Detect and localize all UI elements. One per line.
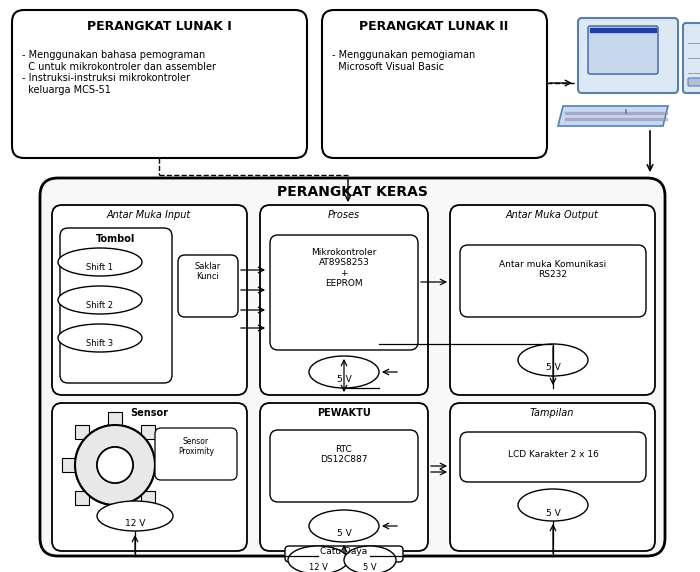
Text: Antar Muka Input: Antar Muka Input [107, 210, 191, 220]
FancyBboxPatch shape [52, 403, 247, 551]
Ellipse shape [309, 356, 379, 388]
Circle shape [75, 425, 155, 505]
Text: Mikrokontroler
AT89S8253
+
EEPROM: Mikrokontroler AT89S8253 + EEPROM [312, 248, 377, 288]
FancyBboxPatch shape [62, 458, 76, 472]
Polygon shape [558, 106, 668, 126]
Ellipse shape [58, 286, 142, 314]
Circle shape [97, 447, 133, 483]
Text: PERANGKAT KERAS: PERANGKAT KERAS [276, 185, 428, 199]
Text: Shift 1: Shift 1 [87, 264, 113, 272]
FancyBboxPatch shape [141, 426, 155, 439]
FancyBboxPatch shape [12, 10, 307, 158]
FancyBboxPatch shape [76, 426, 90, 439]
FancyBboxPatch shape [154, 458, 168, 472]
Text: Tampilan: Tampilan [530, 408, 574, 418]
Text: PERANGKAT LUNAK II: PERANGKAT LUNAK II [359, 20, 509, 33]
Text: 5 V: 5 V [545, 509, 561, 518]
FancyBboxPatch shape [155, 428, 237, 480]
Text: 5 V: 5 V [545, 363, 561, 372]
FancyBboxPatch shape [260, 403, 428, 551]
FancyBboxPatch shape [450, 403, 655, 551]
Circle shape [97, 447, 133, 483]
FancyBboxPatch shape [460, 245, 646, 317]
Ellipse shape [518, 489, 588, 521]
FancyBboxPatch shape [270, 430, 418, 502]
Text: Saklar
Kunci: Saklar Kunci [195, 262, 221, 281]
Ellipse shape [58, 324, 142, 352]
Text: Shift 3: Shift 3 [86, 340, 113, 348]
Text: 5 V: 5 V [337, 375, 351, 384]
FancyBboxPatch shape [40, 178, 665, 556]
Ellipse shape [309, 510, 379, 542]
Text: Sensor: Sensor [130, 408, 168, 418]
FancyBboxPatch shape [578, 18, 678, 93]
Ellipse shape [97, 501, 173, 531]
Text: Shift 2: Shift 2 [87, 301, 113, 311]
FancyBboxPatch shape [141, 491, 155, 505]
Text: Tombol: Tombol [97, 234, 136, 244]
Text: Sensor
Proximity: Sensor Proximity [178, 437, 214, 456]
FancyBboxPatch shape [460, 432, 646, 482]
Text: 12 V: 12 V [125, 518, 145, 527]
Text: 5 V: 5 V [363, 562, 377, 571]
Text: - Menggunakan pemogiaman
  Microsoft Visual Basic: - Menggunakan pemogiaman Microsoft Visua… [332, 50, 475, 72]
FancyBboxPatch shape [108, 412, 122, 426]
Ellipse shape [288, 546, 348, 572]
FancyBboxPatch shape [688, 78, 700, 86]
Text: RTC
DS12C887: RTC DS12C887 [321, 445, 368, 464]
Text: - Menggunakan bahasa pemograman
  C untuk mikrokontroler dan assembler
- Instruk: - Menggunakan bahasa pemograman C untuk … [22, 50, 216, 95]
FancyBboxPatch shape [178, 255, 238, 317]
Text: Antar muka Komunikasi
RS232: Antar muka Komunikasi RS232 [499, 260, 607, 279]
Text: PEWAKTU: PEWAKTU [317, 408, 371, 418]
Text: Antar Muka Output: Antar Muka Output [505, 210, 598, 220]
Text: 12 V: 12 V [309, 562, 328, 571]
FancyBboxPatch shape [108, 504, 122, 518]
FancyBboxPatch shape [683, 23, 700, 93]
Text: PERANGKAT LUNAK I: PERANGKAT LUNAK I [87, 20, 232, 33]
FancyBboxPatch shape [260, 205, 428, 395]
FancyBboxPatch shape [76, 491, 90, 505]
FancyBboxPatch shape [270, 235, 418, 350]
Circle shape [75, 425, 155, 505]
FancyBboxPatch shape [285, 546, 403, 562]
Text: LCD Karakter 2 x 16: LCD Karakter 2 x 16 [508, 450, 598, 459]
Text: 5 V: 5 V [337, 530, 351, 538]
FancyBboxPatch shape [60, 228, 172, 383]
FancyBboxPatch shape [322, 10, 547, 158]
Text: Proses: Proses [328, 210, 360, 220]
Ellipse shape [518, 344, 588, 376]
FancyBboxPatch shape [450, 205, 655, 395]
Ellipse shape [344, 546, 396, 572]
Text: Catu Daya: Catu Daya [321, 547, 368, 556]
FancyBboxPatch shape [52, 205, 247, 395]
FancyBboxPatch shape [588, 26, 658, 74]
Ellipse shape [58, 248, 142, 276]
